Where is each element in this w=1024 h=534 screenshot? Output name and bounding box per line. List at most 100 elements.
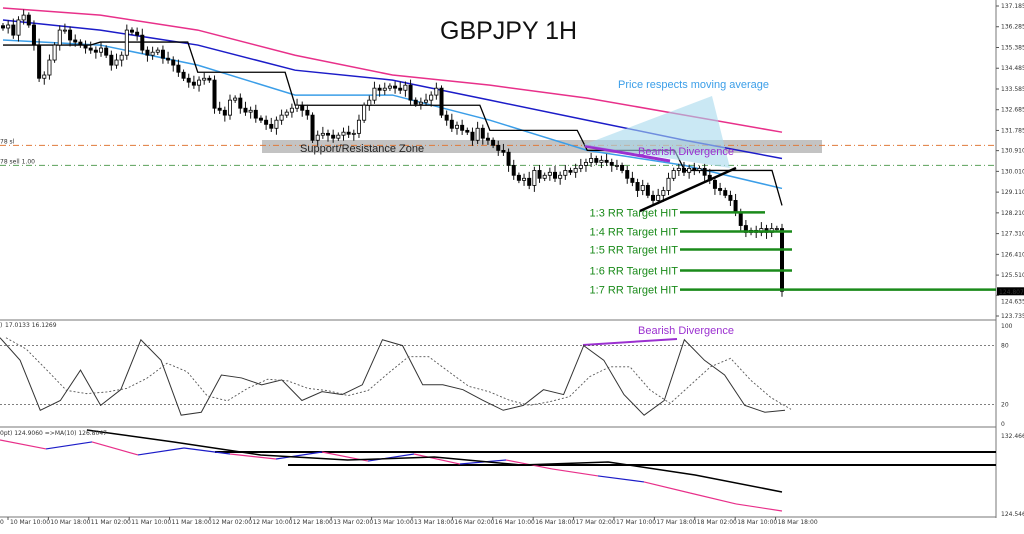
time-tick-label: 18 Mar 18:00	[778, 519, 818, 526]
bearish-candle	[300, 104, 305, 111]
divergence-line-stoch	[582, 338, 678, 346]
price-tick-label: 130.910	[1001, 148, 1024, 155]
bullish-candle	[522, 177, 527, 181]
bearish-candle	[480, 127, 485, 139]
price-tick-label: 127.310	[1001, 231, 1024, 238]
bearish-candle	[594, 158, 599, 163]
bullish-candle	[233, 97, 238, 101]
bearish-candle	[728, 194, 733, 201]
bullish-candle	[274, 119, 279, 129]
time-tick-label: 12 Mar 10:00	[252, 519, 292, 526]
time-tick-label: 12 Mar 18:00	[293, 519, 333, 526]
stochastic-tick-label: 0	[1001, 421, 1005, 428]
bearish-candle	[191, 81, 196, 86]
bullish-candle	[279, 114, 284, 121]
stochastic-header: 17.0133 16.1269	[5, 322, 57, 329]
bearish-candle	[258, 117, 263, 121]
zigzag-segment	[91, 441, 139, 456]
bearish-candle	[718, 188, 723, 191]
time-tick-label: 11 Mar 18:00	[172, 519, 212, 526]
current-price-badge	[997, 287, 1024, 296]
time-tick-label: 16 Mar 10:00	[495, 519, 535, 526]
stochastic-tick-label: 20	[1001, 401, 1009, 408]
price-tick-label: 128.210	[1001, 210, 1024, 217]
bearish-candle	[93, 49, 98, 53]
current-price-label: 124.807	[999, 289, 1024, 296]
bearish-candle	[568, 170, 573, 173]
rr-target-label: 1:4 RR Target HIT	[590, 227, 679, 239]
lower-ma-line	[86, 429, 783, 493]
bullish-candle	[424, 99, 429, 103]
bearish-candle	[516, 174, 521, 181]
bearish-candle	[470, 131, 475, 141]
time-tick-label: 13 Mar 18:00	[414, 519, 454, 526]
ma-note-pointer	[583, 96, 730, 168]
time-tick-label: 10 Mar 18:00	[50, 519, 90, 526]
order-line-label: 78 sl	[0, 138, 15, 145]
price-tick-label: 131.785	[1001, 127, 1024, 134]
bearish-candle	[692, 167, 697, 171]
time-tick-label: 10 Mar 10:00	[10, 519, 50, 526]
price-tick-label: 126.410	[1001, 251, 1024, 258]
bearish-candle	[723, 190, 728, 196]
bearish-candle	[0, 25, 6, 29]
bearish-candle	[238, 97, 243, 109]
bearish-candle	[398, 87, 403, 91]
bearish-candle	[207, 77, 212, 81]
bearish-candle	[135, 31, 140, 36]
zigzag-segment	[643, 481, 691, 494]
bearish-candle	[326, 132, 331, 136]
bearish-divergence-price-label: Bearish Divergence	[638, 146, 734, 158]
bullish-candle	[52, 44, 57, 61]
zigzag-segment	[367, 453, 415, 462]
bearish-candle	[501, 149, 506, 153]
bullish-candle	[336, 134, 341, 139]
bullish-candle	[547, 171, 552, 176]
bearish-candle	[160, 49, 165, 59]
price-tick-label: 132.685	[1001, 107, 1024, 114]
bearish-candle	[651, 194, 656, 201]
time-tick-label: 16 Mar 18:00	[535, 519, 575, 526]
bullish-candle	[119, 54, 124, 61]
divergence-line-price	[584, 144, 671, 163]
bullish-candle	[320, 132, 325, 136]
bearish-candle	[620, 164, 625, 171]
bearish-candle	[264, 119, 269, 125]
bearish-divergence-stoch-label: Bearish Divergence	[638, 325, 734, 337]
bullish-candle	[387, 85, 392, 89]
time-tick-label: 12 Mar 02:00	[212, 519, 252, 526]
bearish-candle	[68, 29, 73, 41]
bullish-candle	[475, 127, 480, 141]
zigzag-segment	[183, 447, 231, 455]
bullish-candle	[573, 167, 578, 173]
bearish-candle	[511, 164, 516, 176]
bullish-candle	[666, 177, 671, 191]
bullish-candle	[57, 29, 62, 46]
bullish-candle	[774, 228, 779, 230]
bullish-candle	[589, 158, 594, 163]
bearish-candle	[553, 171, 558, 179]
bearish-candle	[253, 109, 258, 119]
bearish-candle	[26, 14, 31, 26]
bearish-candle	[625, 170, 630, 179]
time-tick-label: 17 Mar 02:00	[576, 519, 616, 526]
bearish-candle	[212, 79, 217, 109]
bullish-candle	[155, 49, 160, 53]
bearish-candle	[465, 129, 470, 133]
price-tick-label: 133.585	[1001, 86, 1024, 93]
bearish-candle	[377, 87, 382, 91]
time-tick-label: 13 Mar 10:00	[374, 519, 414, 526]
bearish-candle	[83, 44, 88, 49]
bullish-candle	[315, 134, 320, 141]
price-tick-label: 135.385	[1001, 44, 1024, 51]
stochastic-header-prefix: )	[0, 322, 2, 329]
bearish-candle	[408, 84, 413, 101]
bullish-candle	[21, 14, 26, 21]
time-tick-label: 11 Mar 10:00	[131, 519, 171, 526]
bearish-candle	[166, 57, 171, 61]
bearish-candle	[78, 41, 83, 46]
bearish-candle	[171, 59, 176, 66]
bearish-candle	[222, 109, 227, 116]
zigzag-segment	[45, 441, 93, 450]
